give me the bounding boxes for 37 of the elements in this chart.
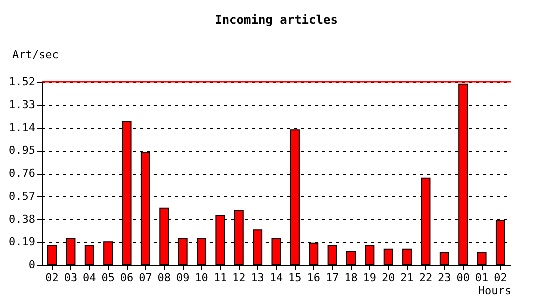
x-tick-label: 11 (214, 272, 228, 284)
y-tick-label: 0.19 (9, 236, 36, 249)
x-tick-label: 22 (419, 272, 433, 284)
x-tick-label: 10 (195, 272, 208, 284)
x-tick-label: 08 (158, 272, 172, 284)
x-tick-label: 21 (400, 272, 414, 284)
x-tick-label: 12 (232, 272, 246, 284)
y-tick-label: 1.14 (9, 121, 36, 134)
y-tick-label: 0.95 (9, 144, 36, 158)
x-tick-label: 17 (326, 272, 340, 284)
y-tick-label: 0.76 (9, 167, 36, 180)
x-tick-label: 19 (363, 272, 377, 284)
y-tick-label: 0 (28, 258, 36, 272)
x-tick-label: 07 (139, 272, 152, 284)
x-tick-label: 01 (475, 272, 489, 284)
x-tick-label: 04 (83, 272, 97, 284)
x-tick-label: 03 (64, 272, 78, 284)
x-tick-label: 09 (176, 272, 190, 284)
x-tick-label: 14 (270, 272, 284, 284)
x-tick-label: 02 (494, 272, 508, 284)
x-axis-title: Hours (478, 284, 512, 298)
x-tick-label: 16 (307, 272, 320, 284)
x-tick-label: 18 (344, 272, 358, 284)
y-tick-label: 1.33 (9, 98, 36, 112)
x-tick-label: 00 (456, 272, 470, 284)
y-tick-label: 1.52 (9, 76, 36, 88)
y-tick-label: 0.57 (9, 190, 36, 203)
x-tick-label: 06 (120, 272, 134, 284)
y-axis-title: Art/sec (12, 48, 59, 62)
x-tick-label: 05 (102, 272, 115, 284)
chart-title: Incoming articles (215, 13, 338, 27)
y-tick-label: 0.38 (9, 212, 36, 226)
x-tick-label: 20 (382, 272, 396, 284)
x-tick-label: 02 (46, 272, 59, 284)
x-tick-label: 13 (251, 272, 264, 284)
x-tick-label: 23 (438, 272, 452, 284)
x-tick-label: 15 (288, 272, 302, 284)
